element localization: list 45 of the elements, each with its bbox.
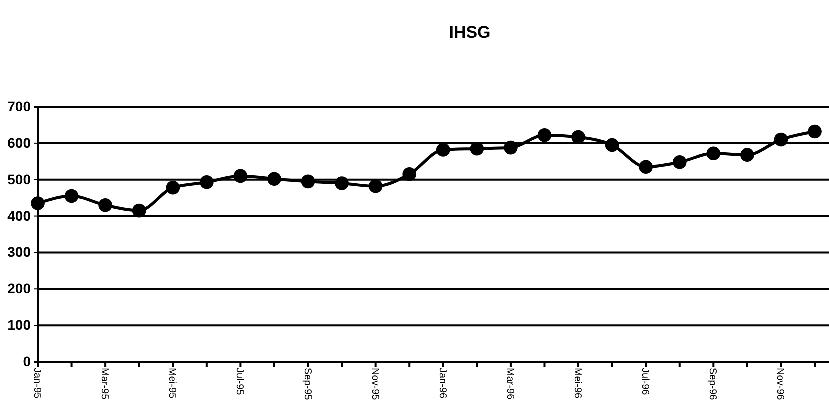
y-tick-label: 600 bbox=[8, 134, 32, 151]
y-tick-label: 100 bbox=[8, 317, 32, 334]
x-tick-label: Sep-95 bbox=[302, 368, 313, 401]
x-tick-label: Mei-95 bbox=[166, 368, 178, 400]
point bbox=[774, 132, 788, 147]
point bbox=[639, 160, 653, 174]
y-tick-label: 500 bbox=[8, 171, 32, 188]
point bbox=[470, 142, 484, 156]
point bbox=[538, 128, 552, 142]
point bbox=[402, 167, 417, 182]
point bbox=[672, 155, 687, 170]
point bbox=[166, 180, 180, 195]
x-tick-label: Mar-95 bbox=[99, 368, 110, 400]
point bbox=[98, 198, 112, 212]
y-tick-label: 400 bbox=[8, 208, 32, 224]
point bbox=[31, 196, 45, 210]
x-tick-label: Jan-96 bbox=[436, 368, 448, 400]
y-tick-label: 700 bbox=[8, 98, 32, 114]
chart-title: IHSG bbox=[449, 23, 491, 42]
point bbox=[64, 189, 79, 204]
y-tick-label: 300 bbox=[8, 244, 32, 260]
point bbox=[808, 124, 822, 139]
point bbox=[572, 130, 586, 144]
point bbox=[504, 140, 518, 155]
x-tick-label: Nov-95 bbox=[369, 368, 380, 401]
point bbox=[301, 174, 316, 189]
point bbox=[132, 204, 146, 218]
x-tick-label: Jul-96 bbox=[640, 368, 651, 396]
point bbox=[436, 143, 450, 157]
x-tick-label: Jul-95 bbox=[234, 368, 246, 396]
x-tick-label: Jan-95 bbox=[32, 368, 42, 400]
x-tick-label: Mei-96 bbox=[572, 368, 584, 400]
y-tick-label: 0 bbox=[23, 353, 32, 370]
y-tick-label: 200 bbox=[8, 280, 32, 297]
point bbox=[740, 148, 754, 162]
x-tick-label: Mar-96 bbox=[504, 368, 516, 400]
point bbox=[368, 180, 383, 194]
point bbox=[335, 176, 349, 190]
x-tick-label: Nov-96 bbox=[774, 368, 786, 401]
point bbox=[200, 176, 214, 190]
point bbox=[605, 138, 620, 152]
x-tick-label: Sep-96 bbox=[707, 368, 718, 401]
point bbox=[268, 172, 282, 186]
point bbox=[706, 146, 721, 161]
point bbox=[234, 169, 248, 184]
